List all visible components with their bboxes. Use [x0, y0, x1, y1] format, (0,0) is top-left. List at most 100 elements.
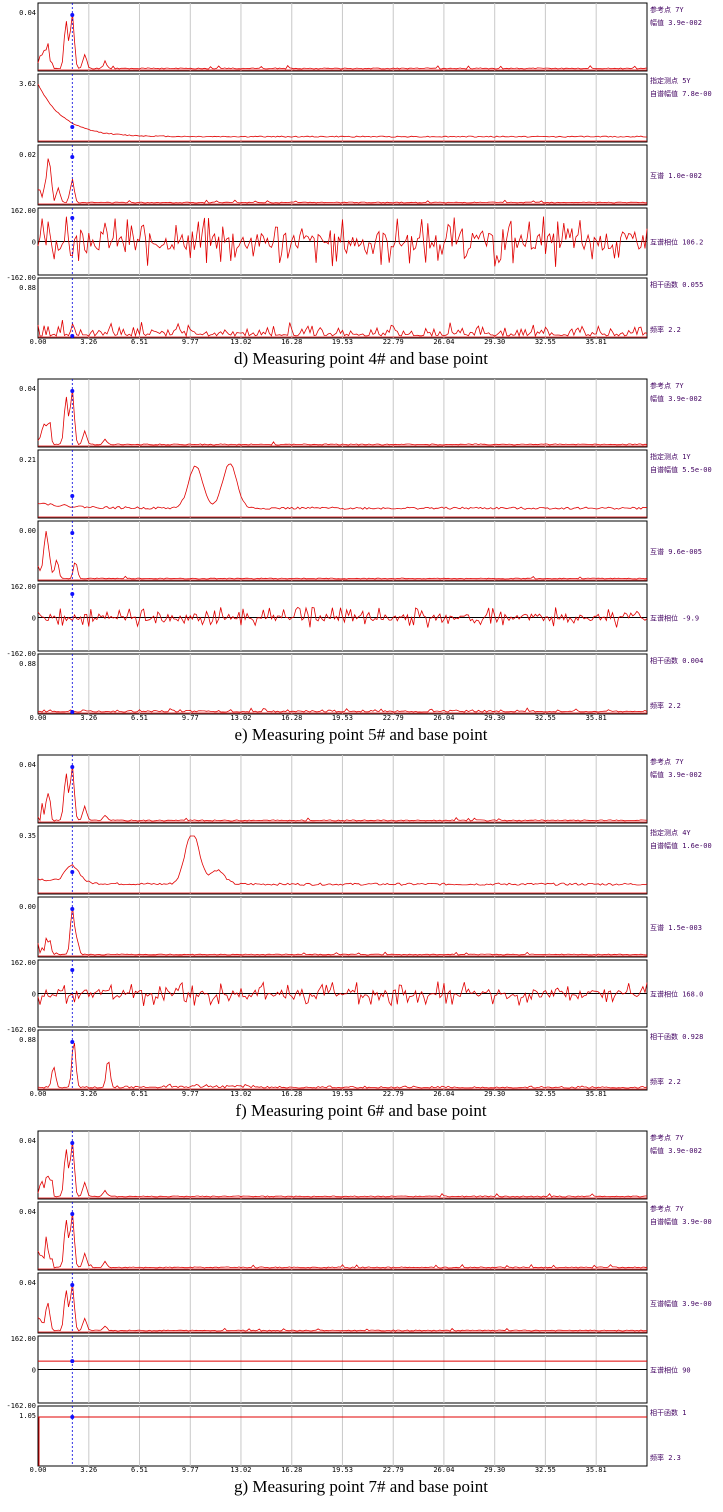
y-max-label: 0.04 [19, 1137, 36, 1145]
cursor-marker[interactable] [70, 125, 75, 129]
cursor-marker[interactable] [70, 1283, 75, 1287]
x-tick-label: 0.00 [30, 1466, 47, 1474]
panel-3-2: 0.04 互谱幅值 3.9e-00 [19, 1272, 712, 1334]
readout-label-2: 自谱幅值 5.5e-00 [650, 465, 712, 474]
x-tick-label: 35.81 [586, 1466, 607, 1474]
panel-1-4: 0.88 相干函数 0.004 频率 2.2 [19, 653, 703, 715]
x-tick-label: 3.26 [80, 1466, 97, 1474]
signal-trace [37, 1042, 648, 1089]
cursor-marker[interactable] [70, 334, 75, 338]
figure-caption: e) Measuring point 5# and base point [234, 725, 487, 744]
x-tick-label: 16.28 [281, 714, 302, 722]
figure-caption: d) Measuring point 4# and base point [234, 349, 488, 368]
readout-label-2: 互谱相位 90 [650, 1366, 691, 1375]
cursor-marker[interactable] [70, 13, 75, 17]
cursor-marker[interactable] [70, 592, 75, 596]
cursor-marker[interactable] [70, 968, 75, 972]
readout-label-2: 幅值 3.9e-002 [650, 770, 702, 779]
signal-trace [37, 764, 648, 822]
x-tick-label: 13.02 [230, 1090, 251, 1098]
panel-2-3: 162.00 0 -162.00 互谱相位 168.0 [6, 959, 703, 1034]
readout-label-2: 互谱幅值 3.9e-00 [650, 1299, 712, 1308]
cursor-marker[interactable] [70, 765, 75, 769]
panel-3-3: 162.00 0 -162.00 互谱相位 90 [6, 1335, 690, 1410]
x-tick-label: 16.28 [281, 1466, 302, 1474]
x-tick-label: 6.51 [131, 1090, 148, 1098]
y-max-label: 0.04 [19, 1279, 36, 1287]
x-tick-label: 19.53 [332, 714, 353, 722]
readout-label-2: 频率 2.2 [650, 1077, 681, 1086]
readout-label-1: 指定测点 5Y [650, 76, 691, 85]
y-min-label: -162.00 [6, 1026, 36, 1034]
x-tick-label: 22.79 [383, 1466, 404, 1474]
x-tick-label: 26.04 [433, 338, 454, 346]
readout-label-2: 频率 2.2 [650, 325, 681, 334]
figure-caption: g) Measuring point 7# and base point [234, 1477, 488, 1496]
readout-label-2: 互谱相位 -9.9 [650, 614, 699, 623]
cursor-marker[interactable] [70, 389, 75, 393]
x-tick-label: 16.28 [281, 1090, 302, 1098]
readout-label-1: 指定测点 4Y [650, 828, 691, 837]
y-max-label: 162.00 [11, 583, 36, 591]
readout-label-1: 参考点 7Y [650, 381, 684, 390]
y-min-label: -162.00 [6, 650, 36, 658]
readout-label-2: 自谱幅值 7.8e-00 [650, 89, 712, 98]
readout-label-2: 互谱相位 106.2 [650, 238, 703, 247]
x-tick-label: 13.02 [230, 714, 251, 722]
cursor-marker[interactable] [70, 494, 75, 498]
cursor-marker[interactable] [70, 907, 75, 911]
x-tick-label: 0.00 [30, 714, 47, 722]
cursor-marker[interactable] [70, 710, 75, 714]
y-max-label: 0.88 [19, 1036, 36, 1044]
readout-label-2: 幅值 3.9e-002 [650, 1146, 702, 1155]
signal-trace [37, 1282, 648, 1332]
signal-trace [37, 83, 647, 138]
x-tick-label: 16.28 [281, 338, 302, 346]
signal-trace [37, 707, 648, 713]
panel-0-0: 0.04 参考点 7Y 幅值 3.9e-002 [19, 2, 702, 72]
x-tick-label: 29.30 [484, 1090, 505, 1098]
cursor-marker[interactable] [70, 155, 75, 159]
signal-trace [37, 530, 648, 580]
x-tick-label: 35.81 [586, 1090, 607, 1098]
panel-1-1: 0.21 指定测点 1Y 自谱幅值 5.5e-00 [19, 449, 712, 519]
x-tick-label: 32.55 [535, 338, 556, 346]
x-tick-label: 22.79 [383, 714, 404, 722]
x-tick-label: 9.77 [182, 1466, 199, 1474]
cursor-marker[interactable] [70, 216, 75, 220]
cursor-marker[interactable] [70, 1141, 75, 1145]
cursor-marker[interactable] [70, 1359, 75, 1364]
x-tick-label: 6.51 [131, 1466, 148, 1474]
x-tick-label: 26.04 [433, 1466, 454, 1474]
y-zero-label: 0 [32, 615, 36, 623]
x-tick-label: 19.53 [332, 338, 353, 346]
signal-trace [37, 388, 648, 446]
y-max-label: 162.00 [11, 1335, 36, 1343]
x-tick-label: 19.53 [332, 1090, 353, 1098]
y-max-label: 0.21 [19, 456, 36, 464]
panel-2-2: 0.00 互谱 1.5e-003 [19, 896, 702, 958]
panel-2-4: 0.88 相干函数 0.928 频率 2.2 [19, 1029, 703, 1091]
cursor-marker[interactable] [70, 1415, 75, 1419]
signal-trace [37, 463, 648, 510]
signal-trace [37, 320, 648, 338]
cursor-marker[interactable] [70, 870, 75, 874]
x-tick-label: 22.79 [383, 1090, 404, 1098]
readout-label-2: 互谱 1.0e-002 [650, 171, 702, 180]
readout-label-1: 相干函数 0.004 [650, 656, 703, 665]
y-max-label: 0.88 [19, 284, 36, 292]
cursor-marker[interactable] [70, 1040, 75, 1044]
y-max-label: 0.04 [19, 761, 36, 769]
signal-trace [37, 606, 648, 628]
panel-0-3: 162.00 0 -162.00 互谱相位 106.2 [6, 207, 703, 282]
cursor-marker[interactable] [70, 1212, 75, 1216]
y-zero-label: 0 [32, 1367, 36, 1375]
panel-0-4: 0.88 相干函数 0.055 频率 2.2 [19, 277, 703, 339]
readout-label-1: 指定测点 1Y [650, 452, 691, 461]
cursor-marker[interactable] [70, 531, 75, 535]
readout-label-1: 相干函数 0.928 [650, 1032, 703, 1041]
readout-label-1: 相干函数 1 [650, 1408, 686, 1417]
readout-label-2: 频率 2.2 [650, 701, 681, 710]
x-tick-label: 9.77 [182, 1090, 199, 1098]
readout-label-2: 幅值 3.9e-002 [650, 18, 702, 27]
